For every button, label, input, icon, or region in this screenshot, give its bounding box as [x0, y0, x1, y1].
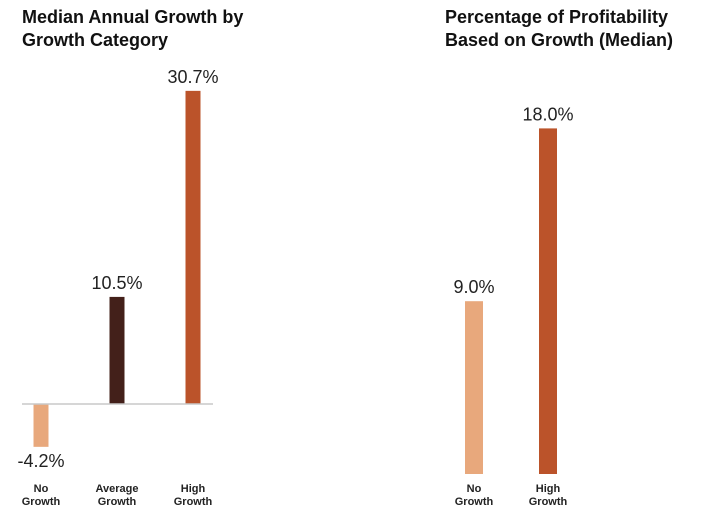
category-label: Growth: [455, 496, 494, 508]
category-label: High: [536, 483, 561, 495]
bar: [539, 128, 557, 474]
chart-title-line: Median Annual Growth by: [22, 7, 244, 27]
chart-title-line: Growth Category: [22, 30, 169, 50]
chart-1: -4.2%NoGrowth10.5%AverageGrowth30.7%High…: [17, 67, 218, 508]
data-label: 9.0%: [453, 277, 494, 297]
chart-title-line: Percentage of Profitability: [445, 7, 669, 27]
bar: [33, 404, 49, 447]
chart-title-growth: Median Annual Growth by Growth Category: [22, 6, 243, 52]
chart-title-profitability: Percentage of Profitability Based on Gro…: [445, 6, 673, 52]
category-label: No: [34, 483, 49, 495]
category-label: Growth: [529, 496, 568, 508]
bar: [465, 301, 483, 474]
data-label: 10.5%: [91, 273, 142, 293]
category-label: Growth: [174, 496, 213, 508]
data-label: -4.2%: [17, 451, 64, 471]
category-label: Growth: [22, 496, 61, 508]
category-label: High: [181, 483, 206, 495]
chart-title-line: Based on Growth (Median): [445, 30, 674, 50]
data-label: 18.0%: [522, 104, 573, 124]
category-label: No: [467, 483, 482, 495]
category-label: Growth: [98, 496, 137, 508]
bar: [109, 296, 125, 404]
bar: [185, 90, 201, 405]
data-label: 30.7%: [167, 67, 218, 87]
category-label: Average: [95, 483, 138, 495]
